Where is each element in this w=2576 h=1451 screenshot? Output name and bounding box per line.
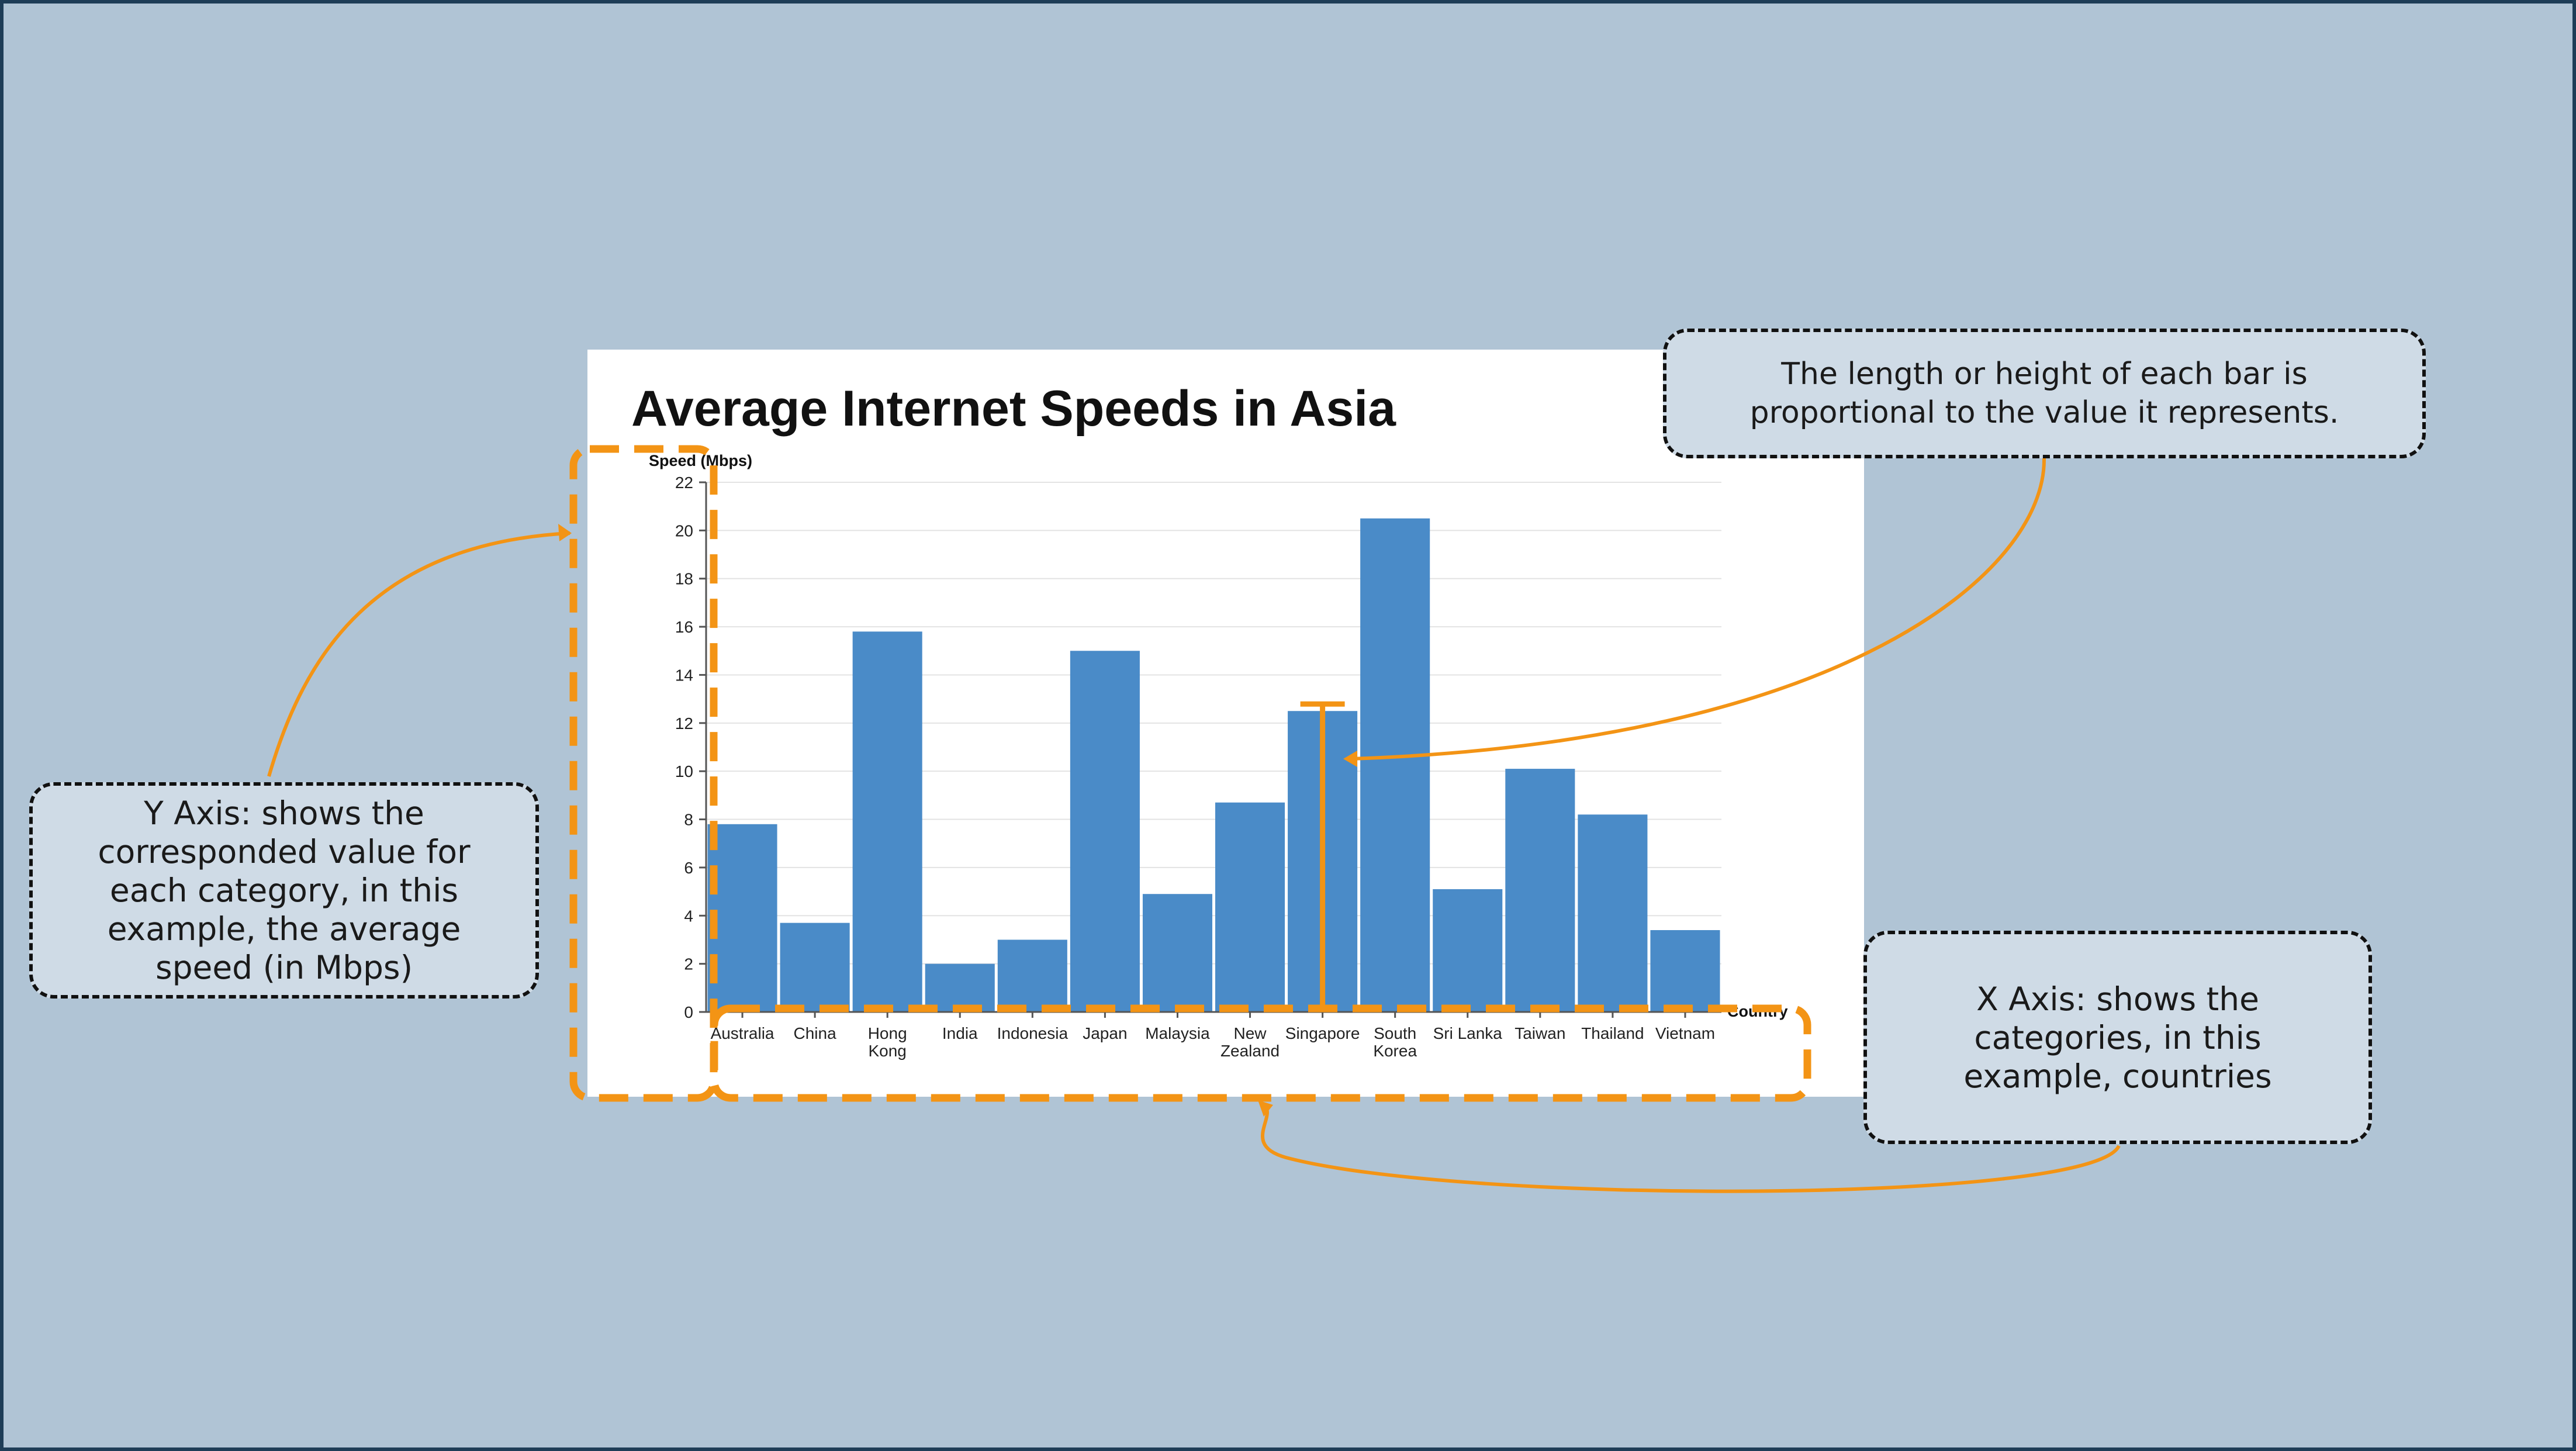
y-tick-label: 22 [675,474,693,492]
y-tick-label: 18 [675,570,693,588]
y-axis-callout: Y Axis: shows the corresponded value for… [29,782,539,999]
bar-callout-arrowhead [1343,751,1357,767]
y-axis-callout-text: Y Axis: shows the corresponded value for… [98,794,471,986]
y-tick-label: 2 [684,955,693,973]
x-tick-label: Singapore [1285,1024,1360,1042]
x-axis-callout: X Axis: shows the categories, in this ex… [1863,931,2372,1144]
x-axis-arrow [1261,1103,2121,1193]
bar-vietnam [1650,930,1720,1012]
y-tick-label: 6 [684,859,693,877]
x-tick-label: Japan [1083,1024,1127,1042]
y-axis-arrow [267,531,570,777]
bar-indonesia [997,939,1067,1012]
x-tick-label: China [794,1024,837,1042]
y-tick-label: 14 [675,666,693,684]
bar-japan [1070,651,1140,1012]
y-tick-label: 20 [675,521,693,540]
bar-callout-arrow [1350,458,2046,761]
x-tick-labels: Australia China Hong Kong India Indonesia Japa… [711,1012,1715,1060]
x-tick-label: India [942,1024,978,1042]
x-tick-label: Taiwan [1515,1024,1565,1042]
x-tick-label: Thailand [1581,1024,1644,1042]
y-tick-labels: 0 2 4 6 8 10 12 14 16 18 20 22 [675,474,706,1021]
x-tick-label: New Zealand [1220,1024,1280,1060]
bar-hong-kong [852,631,922,1012]
x-tick-label: South Korea [1373,1024,1417,1060]
annotation-overlay [267,445,2121,1193]
x-tick-label: Australia [711,1024,774,1042]
bar-australia [707,824,777,1012]
bar-sri-lanka [1433,889,1503,1012]
bar-height-callout-text: The length or height of each bar is prop… [1749,357,2339,430]
y-tick-label: 10 [675,762,693,780]
bar-china [780,923,850,1012]
y-tick-label: 12 [675,714,693,733]
bar-south-korea [1360,518,1430,1012]
y-axis-title: Speed (Mbps) [649,452,752,469]
x-tick-label: Hong Kong [868,1024,907,1060]
y-axis-arrowhead [558,524,572,541]
bar-taiwan [1505,769,1575,1012]
y-tick-label: 16 [675,618,693,636]
x-tick-label: Indonesia [997,1024,1069,1042]
bar-malaysia [1142,894,1212,1012]
bar-new-zealand [1215,802,1285,1012]
bar-height-marker [1300,701,1345,1012]
y-axis-highlight-box [569,445,718,1102]
bar-india [925,963,995,1012]
x-tick-label: Sri Lanka [1433,1024,1503,1042]
chart-title: Average Internet Speeds in Asia [631,381,1396,437]
x-axis-arrowhead [1258,1100,1273,1117]
y-tick-label: 4 [684,907,693,925]
bar-height-callout: The length or height of each bar is prop… [1663,329,2426,458]
y-tick-label: 8 [684,811,693,829]
bars [707,518,1720,1012]
x-tick-label: Vietnam [1655,1024,1715,1042]
x-axis-highlight-box [710,1004,1811,1102]
x-tick-label: Malaysia [1145,1024,1210,1042]
bar-thailand [1578,814,1648,1012]
x-axis-callout-text: X Axis: shows the categories, in this ex… [1963,980,2272,1095]
y-tick-label: 0 [684,1003,693,1021]
